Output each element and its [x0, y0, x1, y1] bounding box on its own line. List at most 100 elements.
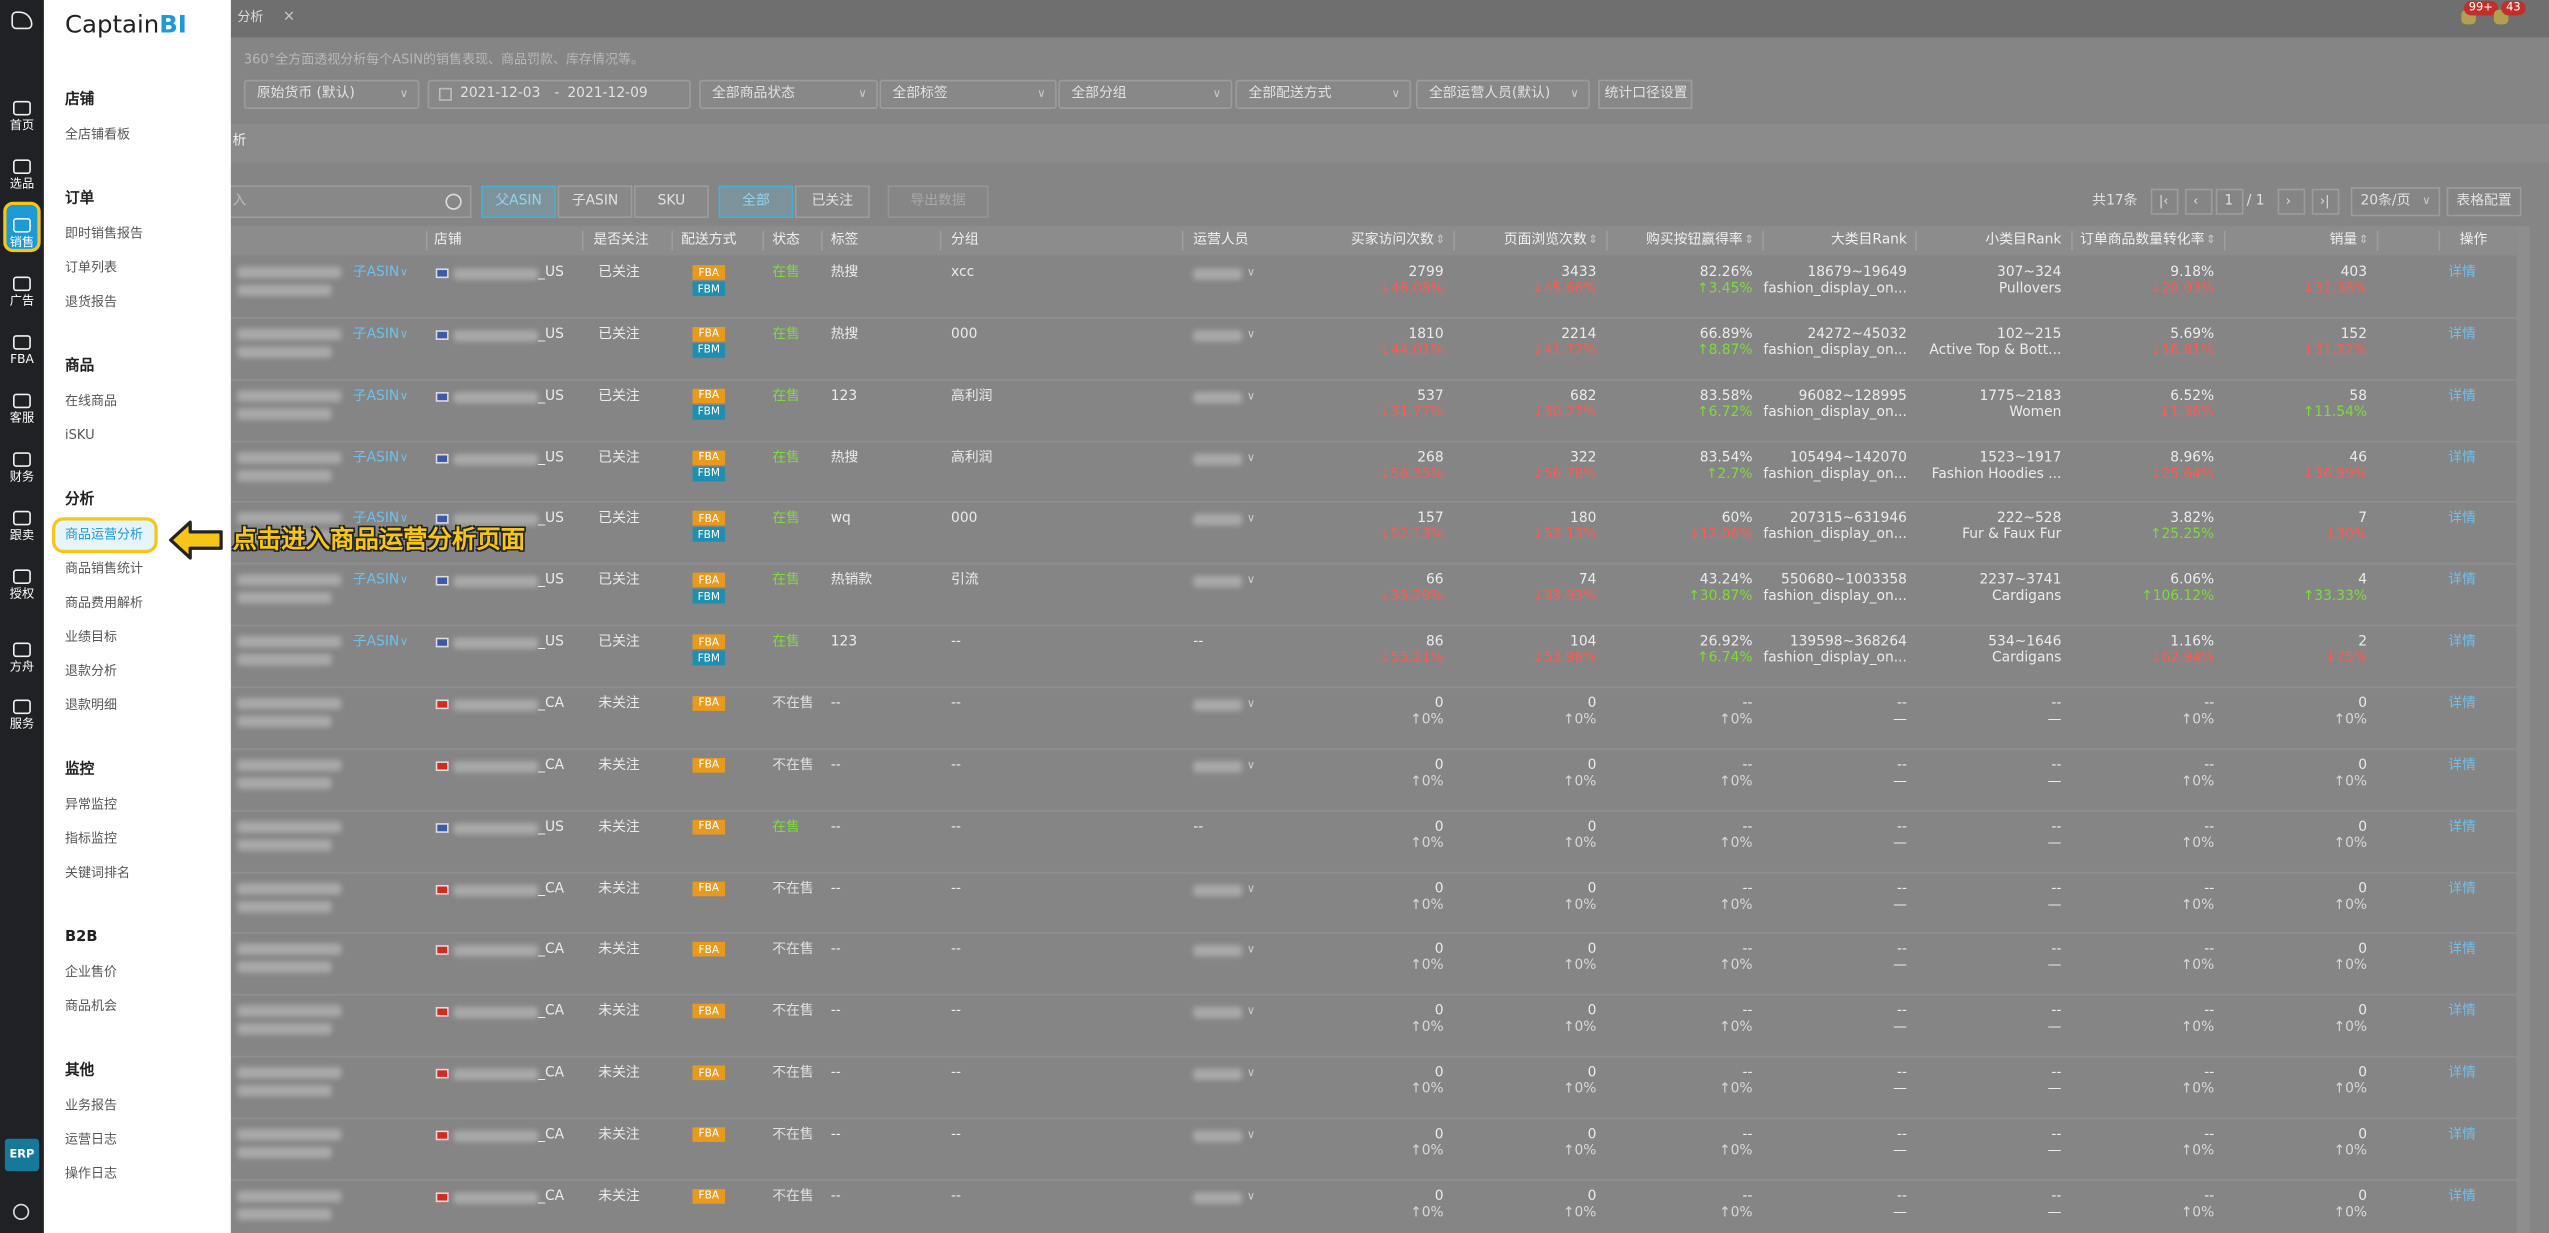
blurred-text — [237, 1208, 332, 1220]
menu-item[interactable]: 订单列表 — [65, 260, 118, 275]
menu-item[interactable]: 企业售价 — [65, 964, 118, 980]
detail-link[interactable]: 详情 — [2448, 880, 2476, 897]
export-button[interactable] — [887, 185, 989, 218]
nav-icon[interactable] — [13, 335, 31, 350]
detail-link[interactable]: 详情 — [2448, 695, 2476, 712]
nav-label[interactable]: 服务 — [9, 716, 35, 731]
nav-icon[interactable] — [13, 393, 31, 409]
menu-item[interactable]: 商品机会 — [65, 998, 118, 1014]
page-nav[interactable] — [2311, 188, 2340, 215]
nav-label[interactable]: 方舟 — [9, 659, 35, 674]
nav-label[interactable]: 跟卖 — [9, 527, 35, 543]
nav-icon[interactable] — [13, 510, 31, 526]
erp-button[interactable] — [4, 1138, 40, 1172]
detail-link[interactable]: 详情 — [2448, 1065, 2476, 1082]
page-size[interactable] — [2350, 187, 2441, 217]
scrollbar — [2516, 226, 2530, 1233]
detail-link[interactable]: 详情 — [2448, 1188, 2476, 1205]
nav-icon[interactable] — [13, 276, 31, 292]
settings-button[interactable] — [1598, 79, 1693, 109]
nav-icon[interactable] — [13, 159, 31, 175]
child-asin-link[interactable]: 子ASIN — [352, 634, 400, 651]
menu-item[interactable]: 退款分析 — [65, 663, 118, 679]
currency-select[interactable] — [243, 79, 420, 109]
menu-item[interactable]: 商品销售统计 — [65, 561, 144, 576]
search-box[interactable] — [211, 185, 472, 218]
filter-select[interactable] — [699, 79, 878, 109]
menu-item[interactable]: 指标监控 — [65, 831, 118, 846]
page-nav[interactable] — [2277, 188, 2306, 215]
menu-item[interactable]: 业绩目标 — [65, 629, 118, 645]
child-asin-link[interactable]: 子ASIN — [352, 387, 400, 405]
config-button[interactable] — [2446, 187, 2522, 217]
filter-select[interactable] — [1058, 79, 1233, 109]
toggle-button[interactable] — [718, 185, 794, 218]
menu-item[interactable]: 操作日志 — [65, 1166, 118, 1181]
filter-select[interactable] — [1415, 79, 1590, 109]
column-divider — [582, 230, 584, 251]
page-nav[interactable] — [2150, 188, 2179, 215]
menu-item[interactable]: 运营日志 — [65, 1132, 118, 1147]
menu-item[interactable]: 商品费用解析 — [65, 595, 144, 611]
filter-select[interactable] — [879, 79, 1057, 109]
menu-item[interactable]: 商品运营分析 — [65, 527, 144, 542]
menu-item[interactable]: 退货报告 — [65, 294, 118, 310]
nav-label[interactable]: 首页 — [9, 117, 35, 133]
child-asin-link[interactable]: 子ASIN — [352, 449, 400, 466]
page-input[interactable] — [2215, 188, 2244, 215]
child-asin-link[interactable]: 子ASIN — [352, 572, 400, 589]
child-asin-link[interactable]: 子ASIN — [352, 511, 400, 528]
detail-link[interactable]: 详情 — [2448, 942, 2476, 959]
nav-label[interactable]: 销售 — [9, 234, 35, 250]
detail-link[interactable]: 详情 — [2448, 511, 2476, 528]
tab-title[interactable]: 分析 — [237, 9, 264, 25]
nav-icon[interactable] — [13, 569, 31, 584]
nav-label[interactable]: 客服 — [9, 410, 35, 425]
menu-item[interactable]: 即时销售报告 — [65, 226, 144, 241]
menu-item[interactable]: 全店铺看板 — [65, 126, 131, 142]
menu-item[interactable]: 退款明细 — [65, 697, 118, 713]
nav-label[interactable]: FBA — [10, 351, 34, 367]
metric-change: ↑0% — [1410, 1019, 1444, 1037]
child-asin-link[interactable]: 子ASIN — [352, 264, 400, 282]
nav-label[interactable]: 广告 — [9, 293, 35, 308]
child-asin-link[interactable]: 子ASIN — [352, 326, 400, 343]
rank-category: fashion_display_on... — [1763, 650, 1907, 667]
detail-link[interactable]: 详情 — [2448, 634, 2476, 651]
detail-link[interactable]: 详情 — [2448, 1126, 2476, 1143]
detail-link[interactable]: 详情 — [2448, 264, 2476, 282]
menu-item[interactable]: 异常监控 — [65, 797, 118, 812]
detail-link[interactable]: 详情 — [2448, 449, 2476, 466]
filter-select[interactable] — [1235, 79, 1412, 109]
detail-link[interactable]: 详情 — [2448, 326, 2476, 343]
shipping-badge: FBA — [692, 757, 726, 773]
menu-item[interactable]: iSKU — [65, 427, 95, 443]
nav-icon[interactable] — [13, 699, 31, 715]
metric-change: ↑0% — [1718, 1081, 1753, 1098]
toggle-button[interactable] — [557, 185, 633, 218]
blurred-text — [1193, 1007, 1243, 1019]
menu-item[interactable]: 关键词排名 — [65, 865, 131, 881]
nav-icon[interactable] — [13, 217, 31, 233]
toggle-button[interactable] — [634, 185, 709, 218]
detail-link[interactable]: 详情 — [2448, 757, 2476, 774]
menu-item[interactable]: 业务报告 — [65, 1098, 118, 1113]
detail-link[interactable]: 详情 — [2448, 387, 2476, 405]
nav-label[interactable]: 授权 — [9, 586, 35, 601]
detail-link[interactable]: 详情 — [2448, 1003, 2476, 1020]
blurred-text — [1193, 1068, 1243, 1081]
nav-label[interactable]: 选品 — [9, 176, 35, 191]
detail-link[interactable]: 详情 — [2448, 572, 2476, 589]
metric-value: 0 — [2358, 695, 2368, 712]
menu-item[interactable]: 在线商品 — [65, 393, 118, 409]
toggle-button[interactable] — [794, 185, 870, 218]
nav-label[interactable]: 财务 — [9, 468, 35, 484]
toggle-button[interactable] — [481, 185, 556, 218]
date-range[interactable] — [427, 79, 691, 109]
metric-value: 537 — [1417, 387, 1444, 405]
nav-icon[interactable] — [13, 642, 31, 658]
page-nav[interactable] — [2184, 188, 2213, 215]
nav-icon[interactable] — [13, 100, 31, 116]
nav-icon[interactable] — [13, 452, 31, 467]
detail-link[interactable]: 详情 — [2448, 818, 2476, 836]
